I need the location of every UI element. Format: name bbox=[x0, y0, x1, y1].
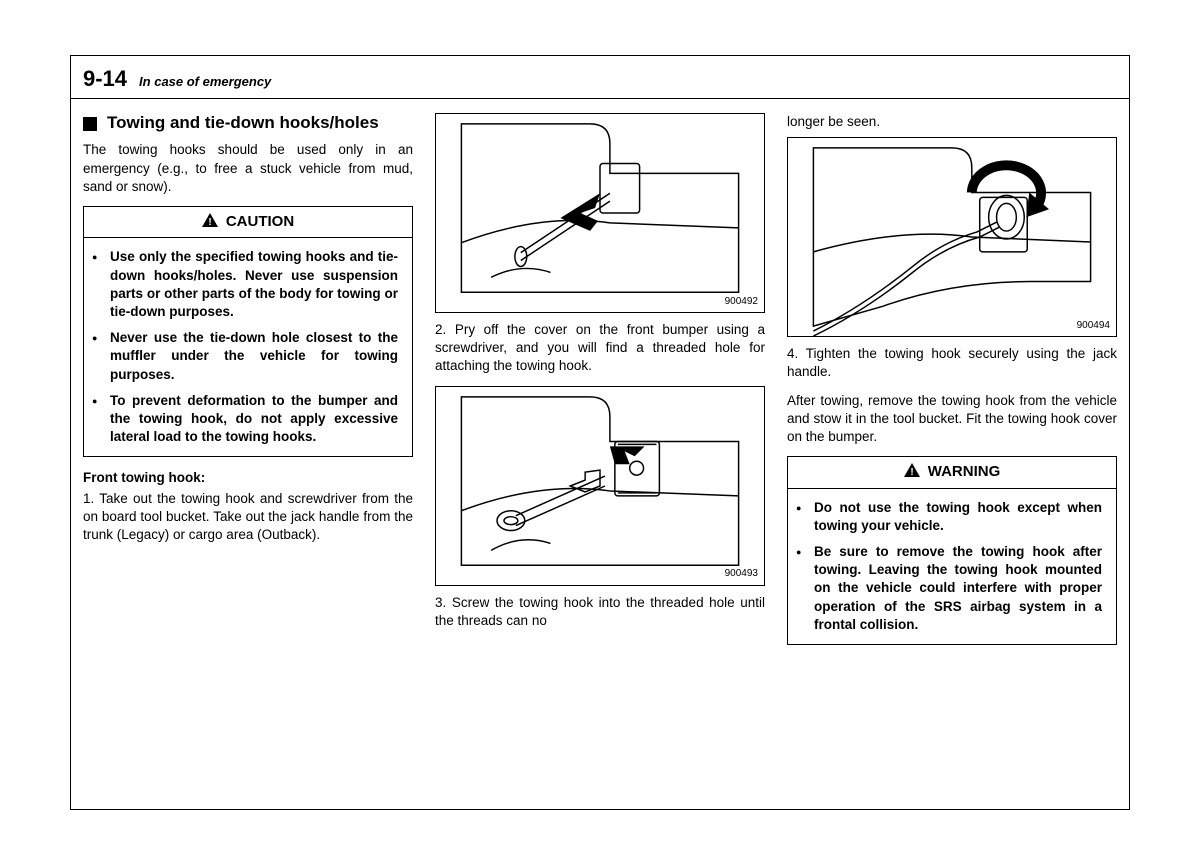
after-towing: After towing, remove the towing hook fro… bbox=[787, 392, 1117, 447]
column-3: longer be seen. bbox=[787, 113, 1117, 790]
warning-header: ! WARNING bbox=[788, 457, 1116, 488]
page-number: 9-14 bbox=[83, 66, 127, 92]
subheading-front-hook: Front towing hook: bbox=[83, 469, 413, 487]
section-heading: Towing and tie-down hooks/holes bbox=[83, 113, 413, 133]
warning-label: WARNING bbox=[928, 462, 1001, 482]
figure-illustration-icon bbox=[788, 138, 1116, 336]
page-frame: 9-14 In case of emergency Towing and tie… bbox=[70, 55, 1130, 810]
step-1: 1. Take out the towing hook and screwdri… bbox=[83, 490, 413, 545]
step-3: 3. Screw the towing hook into the thread… bbox=[435, 594, 765, 630]
warning-body: Do not use the towing hook except when t… bbox=[788, 489, 1116, 645]
warning-triangle-icon: ! bbox=[904, 463, 920, 482]
caution-box: ! CAUTION Use only the specified towing … bbox=[83, 206, 413, 457]
svg-text:!: ! bbox=[208, 217, 211, 227]
column-2: 900492 2. Pry off the cover on the front… bbox=[435, 113, 765, 790]
svg-text:!: ! bbox=[910, 467, 913, 477]
warning-box: ! WARNING Do not use the towing hook exc… bbox=[787, 456, 1117, 645]
caution-header: ! CAUTION bbox=[84, 207, 412, 238]
figure-code: 900492 bbox=[725, 295, 758, 309]
warning-item: Do not use the towing hook except when t… bbox=[810, 499, 1102, 535]
caution-label: CAUTION bbox=[226, 212, 294, 232]
step-4: 4. Tighten the towing hook securely usin… bbox=[787, 345, 1117, 381]
section-bullet-icon bbox=[83, 117, 97, 131]
figure-code: 900494 bbox=[1077, 319, 1110, 333]
figure-code: 900493 bbox=[725, 567, 758, 581]
figure-illustration-icon bbox=[436, 387, 764, 585]
page-header: 9-14 In case of emergency bbox=[71, 56, 1129, 99]
caution-item: Never use the tie-down hole closest to t… bbox=[106, 329, 398, 384]
caution-body: Use only the specified towing hooks and … bbox=[84, 238, 412, 456]
step-3-cont: longer be seen. bbox=[787, 113, 1117, 131]
figure-illustration-icon bbox=[436, 114, 764, 312]
step-2: 2. Pry off the cover on the front bumper… bbox=[435, 321, 765, 376]
intro-paragraph: The towing hooks should be used only in … bbox=[83, 141, 413, 196]
figure-900493: 900493 bbox=[435, 386, 765, 586]
figure-900494: 900494 bbox=[787, 137, 1117, 337]
figure-900492: 900492 bbox=[435, 113, 765, 313]
warning-item: Be sure to remove the towing hook after … bbox=[810, 543, 1102, 634]
chapter-title: In case of emergency bbox=[139, 74, 271, 89]
caution-item: Use only the specified towing hooks and … bbox=[106, 248, 398, 321]
content-columns: Towing and tie-down hooks/holes The towi… bbox=[71, 99, 1129, 802]
warning-triangle-icon: ! bbox=[202, 213, 218, 232]
column-1: Towing and tie-down hooks/holes The towi… bbox=[83, 113, 413, 790]
section-title: Towing and tie-down hooks/holes bbox=[107, 113, 379, 133]
caution-item: To prevent deformation to the bumper and… bbox=[106, 392, 398, 447]
